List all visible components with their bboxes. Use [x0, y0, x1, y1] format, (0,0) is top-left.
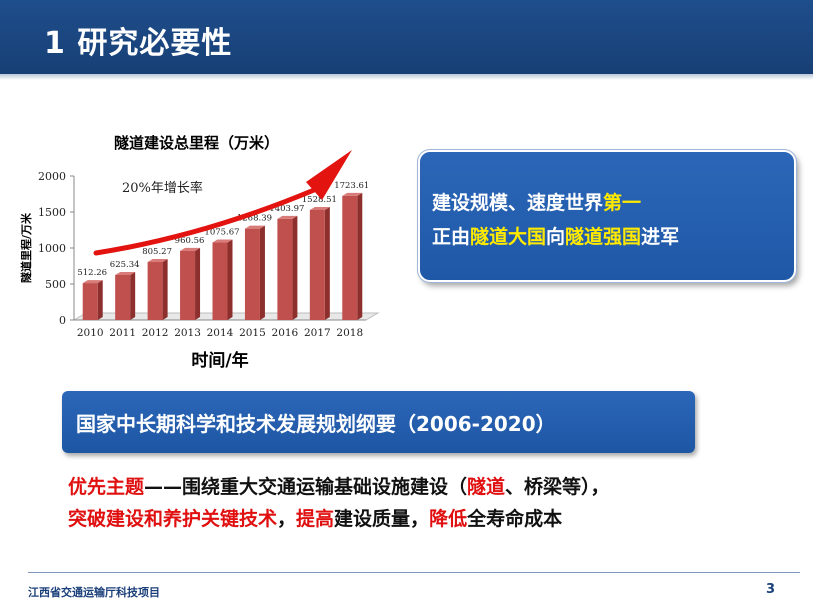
bar-top [115, 271, 136, 275]
x-tick-label: 2013 [174, 327, 201, 339]
bar [115, 274, 131, 320]
page-number: 3 [766, 582, 776, 597]
bar-top [147, 259, 168, 263]
data-label: 805.27 [142, 247, 172, 257]
callout-text: 向 [546, 226, 566, 248]
bar [342, 195, 358, 320]
data-label: 625.34 [110, 260, 140, 270]
body-text: ——围绕重大交通运输基础设施建设（ [144, 476, 468, 498]
data-label: 1403.97 [269, 204, 304, 214]
callout-line-1: 建设规模、速度世界第一 [432, 188, 641, 215]
bar-side [259, 225, 265, 320]
footer-org: 江西省交通运输厅科技项目 [28, 586, 160, 599]
title-bar-shadow [0, 74, 813, 80]
callout-highlight: 隧道大国 [470, 226, 547, 248]
bar [309, 209, 325, 320]
bar [82, 283, 98, 320]
x-tick-label: 2014 [207, 327, 234, 339]
x-tick-label: 2017 [304, 327, 331, 339]
callout-highlight: 第一 [603, 192, 642, 214]
bar-top [342, 192, 363, 196]
body-line-2: 突破建设和养护关键技术，提高建设质量，降低全寿命成本 [68, 504, 562, 531]
growth-annotation: 20%年增长率 [122, 180, 203, 196]
data-label: 1268.39 [237, 214, 272, 224]
bar-side [357, 192, 363, 320]
bar-top [82, 280, 103, 284]
bar [180, 250, 196, 320]
bar-side [227, 239, 233, 320]
y-tick-label: 1000 [38, 242, 66, 255]
policy-banner: 国家中长期科学和技术发展规划纲要（2006-2020） [62, 391, 695, 453]
callout-text: 进军 [641, 226, 680, 248]
y-tick-label: 500 [45, 278, 66, 291]
bar [277, 218, 293, 320]
emphasis-text: 优先主题 [68, 476, 145, 498]
callout-text: 建设规模、速度世界 [432, 192, 604, 214]
bar-side [162, 259, 168, 320]
body-text: ， [277, 508, 297, 530]
y-tick-label: 0 [59, 314, 66, 327]
body-line-1: 优先主题——围绕重大交通运输基础设施建设（隧道、桥梁等）， [68, 472, 610, 499]
x-tick-label: 2012 [142, 327, 169, 339]
bar [147, 262, 163, 320]
tunnel-mileage-chart: 隧道建设总里程（万米） 0 500 1000 1500 2000 隧道里程/万米 512.2… [14, 118, 394, 378]
title-bar: 1 研究必要性 [0, 0, 813, 74]
body-text: 建设质量， [334, 508, 430, 530]
y-tick-label: 1500 [38, 206, 66, 219]
data-label: 1528.51 [302, 195, 337, 205]
bar-top [244, 225, 265, 229]
bar-top [277, 215, 298, 219]
bar-side [130, 271, 136, 320]
x-tick-label: 2010 [77, 327, 104, 339]
callout-highlight: 隧道强国 [565, 226, 642, 248]
body-text: 、桥梁等）， [505, 476, 610, 498]
highlight-callout: 建设规模、速度世界第一 正由隧道大国向隧道强国进军 [417, 149, 797, 283]
bar-top [180, 247, 201, 251]
callout-line-2: 正由隧道大国向隧道强国进军 [432, 222, 679, 249]
bar [244, 228, 260, 320]
bar-side [195, 247, 201, 320]
bar-top [309, 206, 330, 210]
x-tick-label: 2011 [109, 327, 136, 339]
data-label: 1075.67 [204, 228, 239, 238]
callout-text: 正由 [432, 226, 471, 248]
x-axis-label: 时间/年 [191, 350, 248, 371]
growth-arrow [93, 187, 317, 256]
y-tick-label: 2000 [38, 170, 66, 183]
bar-side [324, 206, 330, 320]
chart-title: 隧道建设总里程（万米） [114, 134, 280, 152]
bar [212, 242, 228, 320]
banner-text: 国家中长期科学和技术发展规划纲要（2006-2020） [76, 412, 556, 436]
emphasis-text: 突破建设和养护关键技术 [68, 508, 278, 530]
y-axis-label: 隧道里程/万米 [19, 212, 33, 283]
bar-side [97, 280, 103, 320]
data-label: 1723.61 [334, 181, 369, 191]
emphasis-text: 提高 [296, 508, 335, 530]
page-title: 1 研究必要性 [44, 26, 233, 61]
body-text: 全寿命成本 [467, 508, 563, 530]
bar-top [212, 239, 233, 243]
data-label: 960.56 [175, 236, 205, 246]
x-tick-label: 2015 [239, 327, 266, 339]
bar-side [292, 215, 298, 320]
footer-divider [28, 572, 800, 573]
x-tick-label: 2018 [336, 327, 363, 339]
growth-arrowhead [306, 150, 352, 200]
x-tick-label: 2016 [272, 327, 299, 339]
emphasis-text: 隧道 [467, 476, 506, 498]
emphasis-text: 降低 [429, 508, 468, 530]
data-label: 512.26 [77, 268, 107, 278]
chart-plot: 0 500 1000 1500 2000 隧道里程/万米 512.26 2010 625.34 2… [19, 150, 380, 371]
